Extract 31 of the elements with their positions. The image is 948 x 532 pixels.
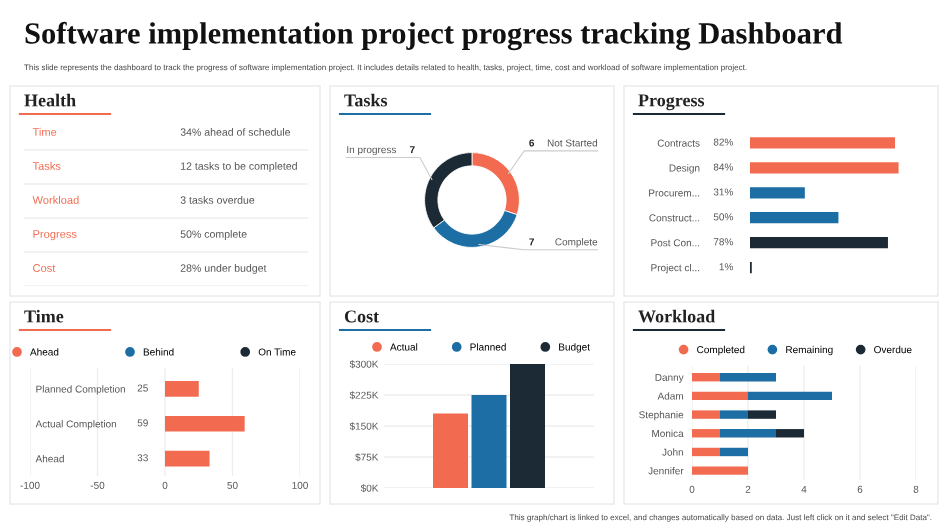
bar xyxy=(750,162,899,174)
bar xyxy=(720,429,776,438)
chart-title: Tasks xyxy=(344,93,388,107)
bar xyxy=(692,373,720,382)
bar xyxy=(165,415,245,432)
text: Software implementation project progress tracking Dashboard xyxy=(25,21,843,51)
chart-title: Cost xyxy=(344,310,380,323)
bar xyxy=(165,381,199,397)
bar xyxy=(720,373,776,382)
bar xyxy=(692,410,720,419)
chart-title: Time xyxy=(24,309,64,323)
bar xyxy=(433,413,468,488)
bar xyxy=(748,391,832,401)
bar xyxy=(471,395,507,488)
bar xyxy=(750,137,896,149)
bar xyxy=(692,391,748,401)
bar xyxy=(510,364,545,488)
chart-title: Workload xyxy=(638,309,716,323)
bar xyxy=(692,447,720,457)
bar xyxy=(750,237,888,249)
bar xyxy=(776,429,804,438)
bar xyxy=(720,447,748,457)
bar xyxy=(750,187,805,199)
bar xyxy=(692,466,748,475)
bar xyxy=(692,429,720,438)
text: Health xyxy=(24,93,76,107)
chart-title: Progress xyxy=(638,94,705,111)
bar xyxy=(720,410,748,419)
bar xyxy=(750,212,839,224)
bar xyxy=(165,450,210,467)
bar xyxy=(748,410,776,419)
